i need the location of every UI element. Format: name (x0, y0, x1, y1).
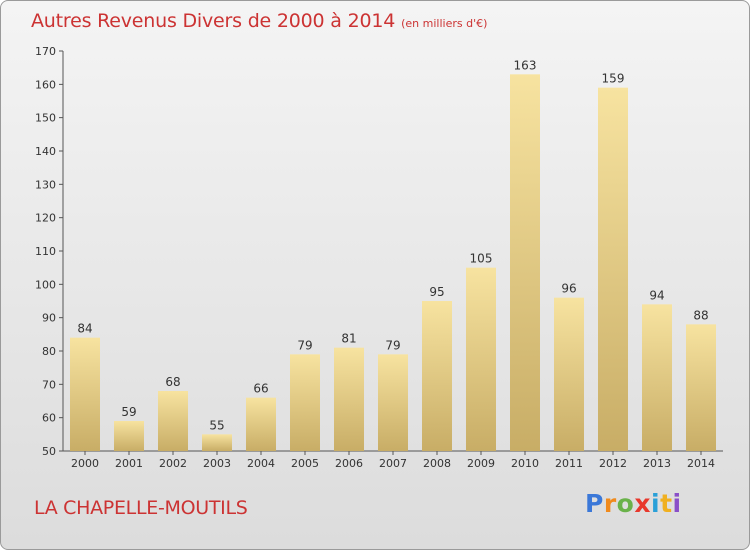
x-tick-label: 2007 (379, 457, 407, 470)
x-tick-label: 2004 (247, 457, 275, 470)
bar (422, 301, 452, 451)
value-label: 96 (561, 282, 576, 296)
value-labels: 84 59 68 55 66 79 81 79 95 105 163 96 159 94 88 (77, 58, 708, 432)
x-tick-label: 2009 (467, 457, 495, 470)
bar (378, 354, 408, 451)
value-label: 95 (429, 285, 444, 299)
x-tick-label: 2008 (423, 457, 451, 470)
value-label: 105 (470, 252, 493, 266)
y-tick-label: 120 (35, 212, 56, 225)
y-tick-label: 110 (35, 245, 56, 258)
logo-letter: i (672, 489, 682, 518)
y-tick-label: 160 (35, 78, 56, 91)
y-tick-label: 70 (42, 378, 56, 391)
location-label: LA CHAPELLE-MOUTILS (34, 497, 248, 519)
chart-title: Autres Revenus Divers de 2000 à 2014 (en … (31, 10, 487, 32)
value-label: 88 (693, 308, 708, 322)
value-label: 59 (121, 405, 136, 419)
bar (334, 347, 364, 451)
logo-letter: o (616, 489, 635, 518)
proxiti-logo: Proxiti (585, 489, 682, 518)
y-tick-label: 90 (42, 312, 56, 325)
bar (554, 297, 584, 451)
y-tick-label: 170 (35, 45, 56, 58)
logo-letter: r (603, 489, 617, 518)
x-tick-label: 2006 (335, 457, 363, 470)
y-tick-label: 50 (42, 445, 56, 458)
x-tick-label: 2001 (115, 457, 143, 470)
bar (246, 397, 276, 451)
value-label: 81 (341, 332, 356, 346)
bars (70, 74, 716, 452)
logo-letter: P (585, 489, 604, 518)
value-label: 159 (602, 72, 625, 86)
x-tick-label: 2014 (687, 457, 715, 470)
value-label: 66 (253, 382, 268, 396)
bar (510, 74, 540, 451)
x-tick-label: 2000 (71, 457, 99, 470)
y-tick-label: 140 (35, 145, 56, 158)
logo-letter: t (660, 489, 673, 518)
y-tick-label: 80 (42, 345, 56, 358)
bar (202, 434, 232, 451)
logo-letter: x (634, 489, 651, 518)
x-tick-label: 2011 (555, 457, 583, 470)
bar (466, 267, 496, 451)
bar (114, 421, 144, 451)
x-tick-label: 2005 (291, 457, 319, 470)
value-label: 79 (297, 338, 312, 352)
y-tick-label: 60 (42, 412, 56, 425)
bar (158, 391, 188, 451)
x-tick-label: 2010 (511, 457, 539, 470)
title-unit: (en milliers d'€) (401, 17, 488, 30)
title-text: Autres Revenus Divers de 2000 à 2014 (31, 10, 396, 32)
value-label: 94 (649, 288, 664, 302)
x-tick-label: 2002 (159, 457, 187, 470)
bar (642, 304, 672, 451)
bar (598, 87, 628, 452)
bar (70, 337, 100, 451)
x-tick-label: 2013 (643, 457, 671, 470)
bar (290, 354, 320, 451)
value-label: 84 (77, 322, 92, 336)
value-label: 55 (209, 418, 224, 432)
bar (686, 324, 716, 451)
x-tick-label: 2003 (203, 457, 231, 470)
value-label: 68 (165, 375, 180, 389)
y-tick-label: 150 (35, 112, 56, 125)
value-label: 163 (514, 58, 537, 72)
x-tick-label: 2012 (599, 457, 627, 470)
y-tick-label: 100 (35, 278, 56, 291)
logo-letter: i (651, 489, 661, 518)
value-label: 79 (385, 338, 400, 352)
y-tick-label: 130 (35, 178, 56, 191)
